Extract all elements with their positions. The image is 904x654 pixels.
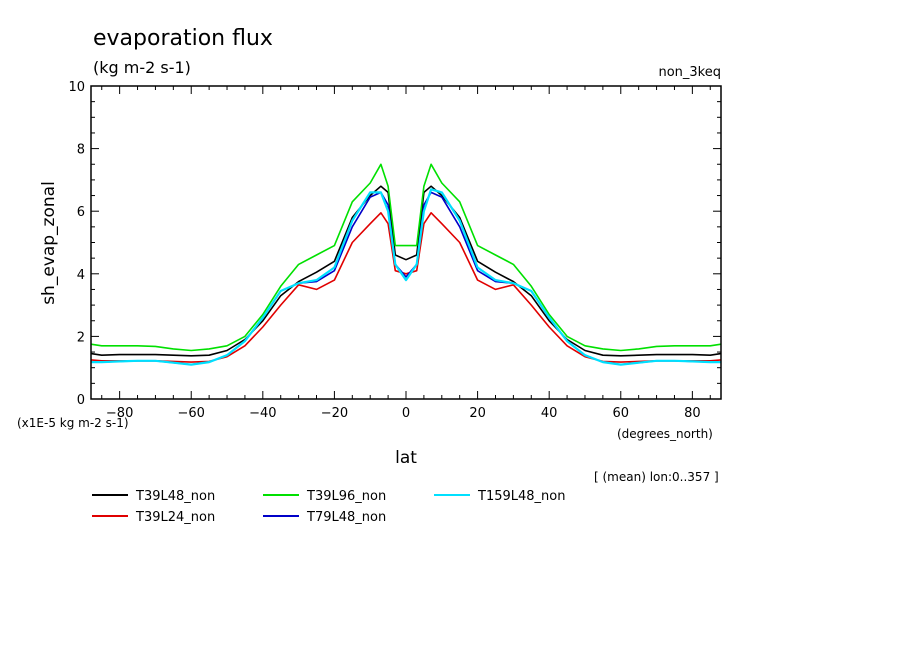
- chart-title: evaporation flux: [93, 26, 273, 51]
- legend-label: T79L48_non: [306, 510, 386, 525]
- x-tick-label: −60: [178, 406, 205, 421]
- x-tick-label: 60: [612, 406, 629, 421]
- series-line-t39l48-non: [90, 185, 722, 357]
- experiment-label: non_3keq: [658, 65, 721, 80]
- y-tick-label: 6: [77, 205, 85, 220]
- x-tick-label: 80: [684, 406, 701, 421]
- x-tick-label: −80: [106, 406, 133, 421]
- plot-frame: [90, 85, 722, 400]
- y-tick-label: 4: [77, 268, 85, 283]
- legend-label: T39L48_non: [135, 489, 215, 504]
- x-units-label: (degrees_north): [617, 427, 713, 441]
- x-tick-label: 20: [469, 406, 486, 421]
- legend-label: T159L48_non: [477, 489, 565, 504]
- y-tick-label: 2: [77, 330, 85, 345]
- x-tick-label: −20: [321, 406, 348, 421]
- units-label: (kg m-2 s-1): [93, 58, 191, 77]
- legend-label: T39L96_non: [306, 489, 386, 504]
- series-line-t39l24-non: [90, 212, 722, 363]
- x-tick-label: 0: [402, 406, 410, 421]
- series-line-t39l96-non: [90, 163, 722, 352]
- y-tick-label: 8: [77, 143, 85, 158]
- mean-note: [ (mean) lon:0..357 ]: [594, 470, 719, 484]
- scale-note: (x1E-5 kg m-2 s-1): [17, 416, 129, 430]
- x-axis-label: lat: [395, 448, 417, 468]
- x-tick-label: −40: [249, 406, 276, 421]
- y-tick-label: 0: [77, 393, 85, 408]
- y-tick-label: 10: [68, 80, 85, 95]
- legend-label: T39L24_non: [135, 510, 215, 525]
- series-line-t159l48-non: [91, 188, 721, 366]
- x-tick-label: 40: [541, 406, 558, 421]
- y-axis-label: sh_evap_zonal: [39, 181, 59, 305]
